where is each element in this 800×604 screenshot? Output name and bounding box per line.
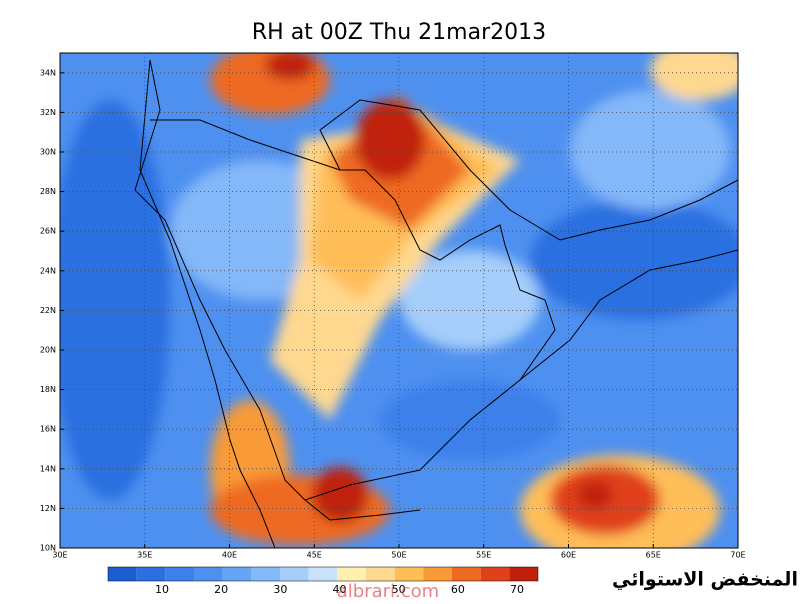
y-tick-label: 16N [40, 425, 56, 434]
colorbar-box [452, 567, 481, 581]
x-tick-label: 55E [476, 551, 491, 560]
rh-field [60, 53, 738, 548]
y-tick-label: 22N [40, 306, 56, 315]
colorbar-label: 10 [155, 583, 169, 596]
colorbar-label: 20 [214, 583, 228, 596]
map-title: RH at 00Z Thu 21mar2013 [252, 20, 546, 45]
colorbar-box [280, 567, 309, 581]
colorbar-box [480, 567, 510, 581]
y-tick-label: 32N [40, 108, 56, 117]
colorbar-label: 50 [392, 583, 406, 596]
y-tick-label: 24N [40, 266, 56, 275]
colorbar-box [423, 567, 452, 581]
caption: المنخفض الاستوائي [612, 569, 798, 591]
colorbar-frame [107, 566, 539, 582]
colorbar-box [136, 567, 166, 581]
colorbar-box [308, 567, 338, 581]
y-tick-label: 12N [40, 504, 56, 513]
y-tick-label: 28N [40, 187, 56, 196]
coastlines [134, 59, 738, 548]
x-tick-label: 30E [52, 551, 67, 560]
watermark: albrari.com [337, 581, 439, 600]
map-frame [59, 52, 739, 549]
colorbar-label: 30 [273, 583, 287, 596]
colorbar-box [251, 567, 280, 581]
x-tick-label: 35E [137, 551, 152, 560]
x-tick-label: 70E [730, 551, 745, 560]
y-tick-label: 14N [40, 464, 56, 473]
colorbar-box [165, 567, 194, 581]
colorbar-label: 40 [333, 583, 347, 596]
colorbar-box [337, 567, 366, 581]
y-tick-label: 26N [40, 227, 56, 236]
x-tick-label: 40E [222, 551, 237, 560]
colorbar: 10 20 30 40 50 60 70 [107, 566, 539, 596]
colorbar-label: 70 [510, 583, 524, 596]
x-tick-label: 50E [391, 551, 406, 560]
y-tick-label: 30N [40, 148, 56, 157]
colorbar-box [222, 567, 252, 581]
colorbar-box [394, 567, 424, 581]
colorbar-box [366, 567, 395, 581]
x-tick-label: 65E [646, 551, 661, 560]
colorbar-box [194, 567, 223, 581]
x-tick-label: 45E [307, 551, 322, 560]
y-tick-label: 34N [40, 68, 56, 77]
y-tick-label: 20N [40, 346, 56, 355]
y-tick-label: 18N [40, 385, 56, 394]
y-tick-label: 10N [40, 544, 56, 553]
colorbar-label: 60 [451, 583, 465, 596]
x-tick-label: 60E [561, 551, 576, 560]
colorbar-box [509, 567, 538, 581]
colorbar-box [108, 567, 137, 581]
